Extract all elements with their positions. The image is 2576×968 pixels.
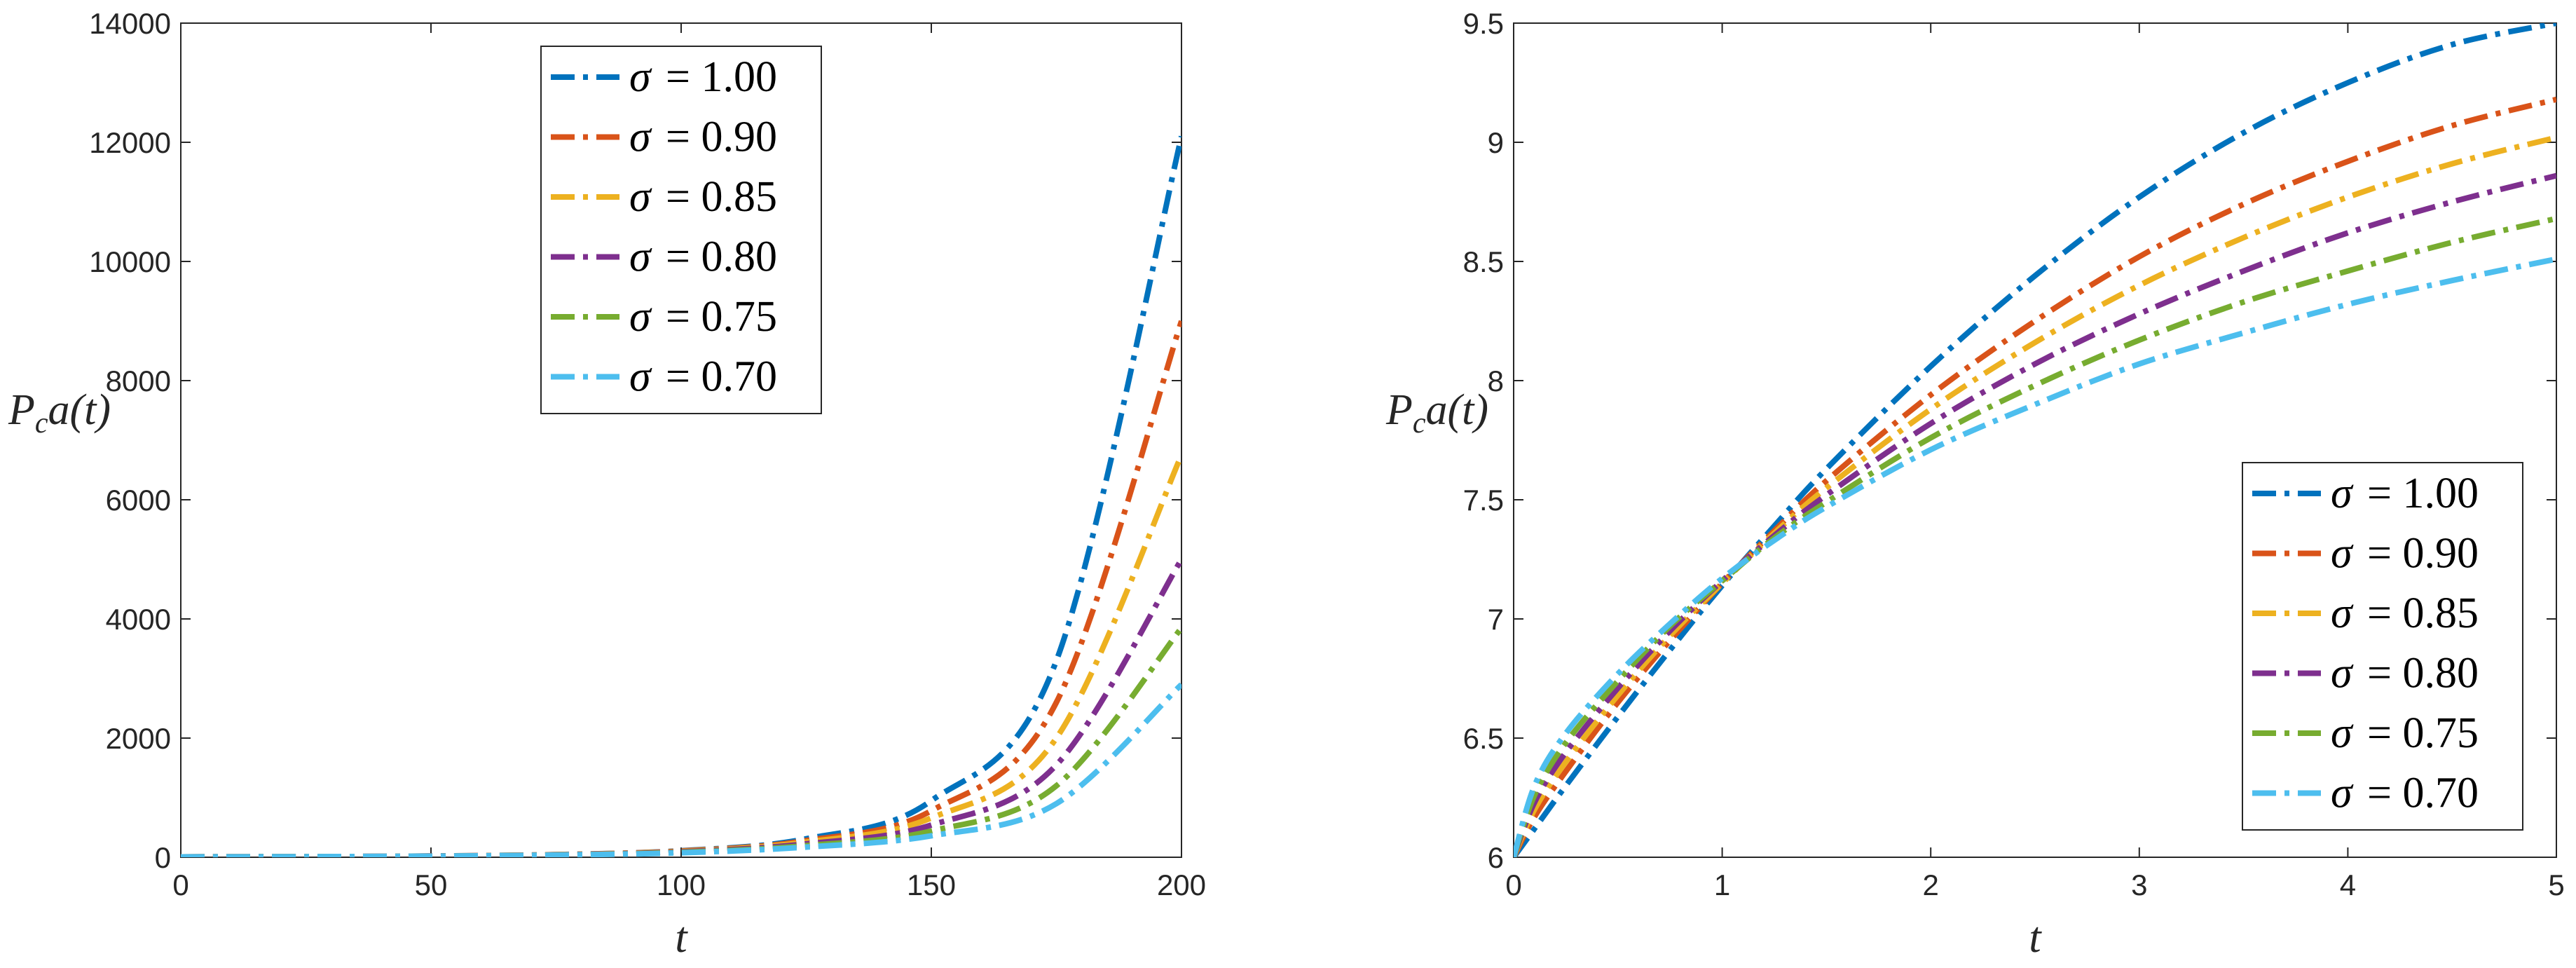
legend-value-2: = 0.85 bbox=[2367, 589, 2479, 637]
y-tick-label: 12000 bbox=[89, 126, 171, 159]
x-tick-label: 5 bbox=[2548, 868, 2564, 901]
y-tick-label: 8 bbox=[1488, 364, 1504, 397]
legend-value-1: = 0.90 bbox=[666, 114, 777, 161]
y-axis-label-sub: c bbox=[1413, 407, 1426, 439]
x-tick-label: 0 bbox=[172, 868, 189, 901]
x-tick-label: 0 bbox=[1505, 868, 1521, 901]
x-tick-label: 150 bbox=[907, 868, 956, 901]
x-tick-label: 1 bbox=[1714, 868, 1730, 901]
legend-value-3: = 0.80 bbox=[666, 233, 777, 281]
series-line-4 bbox=[1514, 215, 2556, 857]
legend-value-4: = 0.75 bbox=[2367, 709, 2479, 757]
legend-sigma-1: σ bbox=[2331, 530, 2354, 578]
legend-sigma-1: σ bbox=[629, 114, 652, 161]
y-tick-label: 8.5 bbox=[1463, 245, 1504, 278]
y-tick-label: 10000 bbox=[89, 245, 171, 278]
y-axis-label-rest: a(t) bbox=[48, 386, 111, 434]
legend-value-2: = 0.85 bbox=[666, 173, 777, 221]
y-tick-label: 6.5 bbox=[1463, 722, 1504, 755]
right-chart: 0 1 2 3 4 5 6 6.5 7 7.5 8 8.5 9 9.5 t Pca(t) σ = 1.00 σ = 0… bbox=[1385, 7, 2565, 962]
x-tick-label: 2 bbox=[1923, 868, 1939, 901]
series-line-1 bbox=[1514, 96, 2556, 857]
x-axis-label: t bbox=[2029, 914, 2042, 962]
y-tick-label: 2000 bbox=[106, 722, 171, 755]
legend-sigma-4: σ bbox=[629, 293, 652, 341]
x-axis-label: t bbox=[675, 914, 688, 962]
y-axis-label-main: P bbox=[1385, 386, 1413, 434]
legend-sigma-0: σ bbox=[629, 53, 652, 101]
y-axis-label-rest: a(t) bbox=[1426, 386, 1489, 434]
legend-sigma-3: σ bbox=[2331, 650, 2354, 697]
series-line-5 bbox=[181, 682, 1181, 857]
y-tick-label: 6000 bbox=[106, 484, 171, 517]
legend-sigma-5: σ bbox=[2331, 770, 2354, 817]
series-line-5 bbox=[1514, 256, 2556, 857]
x-tick-label: 200 bbox=[1157, 868, 1206, 901]
legend-value-5: = 0.70 bbox=[2367, 770, 2479, 817]
left-chart: 0 50 100 150 2000200040006000800010000120001… bbox=[8, 7, 1206, 962]
legend-box bbox=[540, 46, 822, 414]
legend-value-5: = 0.70 bbox=[666, 353, 777, 401]
y-tick-label: 7.5 bbox=[1463, 484, 1504, 517]
y-axis-label: Pca(t) bbox=[8, 386, 111, 439]
y-axis-label-main: P bbox=[8, 386, 35, 434]
legend-sigma-2: σ bbox=[629, 173, 652, 221]
legend-value-0: = 1.00 bbox=[666, 53, 777, 101]
y-axis-label: Pca(t) bbox=[1385, 386, 1488, 439]
y-tick-label: 9 bbox=[1488, 126, 1504, 159]
series-line-0 bbox=[1514, 23, 2556, 857]
legend-value-0: = 1.00 bbox=[2367, 470, 2479, 517]
x-tick-label: 100 bbox=[657, 868, 706, 901]
y-tick-label: 6 bbox=[1488, 841, 1504, 874]
y-tick-label: 7 bbox=[1488, 603, 1504, 636]
y-tick-label: 4000 bbox=[106, 603, 171, 636]
y-tick-label: 14000 bbox=[89, 7, 171, 40]
legend-sigma-5: σ bbox=[629, 353, 652, 401]
legend-value-3: = 0.80 bbox=[2367, 650, 2479, 697]
x-tick-label: 50 bbox=[415, 868, 448, 901]
legend-value-1: = 0.90 bbox=[2367, 530, 2479, 578]
x-tick-label: 3 bbox=[2131, 868, 2147, 901]
y-axis-label-sub: c bbox=[35, 407, 48, 439]
legend-sigma-2: σ bbox=[2331, 589, 2354, 637]
series-group bbox=[1514, 23, 2556, 857]
legend-sigma-3: σ bbox=[629, 233, 652, 281]
y-tick-label: 9.5 bbox=[1463, 7, 1504, 40]
x-tick-label: 4 bbox=[2340, 868, 2356, 901]
legend-box bbox=[2242, 462, 2523, 831]
legend-sigma-0: σ bbox=[2331, 470, 2354, 517]
legend-value-4: = 0.75 bbox=[666, 293, 777, 341]
legend-sigma-4: σ bbox=[2331, 709, 2354, 757]
y-tick-label: 0 bbox=[155, 841, 171, 874]
series-line-3 bbox=[1514, 172, 2556, 857]
series-group bbox=[181, 135, 1181, 857]
y-tick-label: 8000 bbox=[106, 364, 171, 397]
